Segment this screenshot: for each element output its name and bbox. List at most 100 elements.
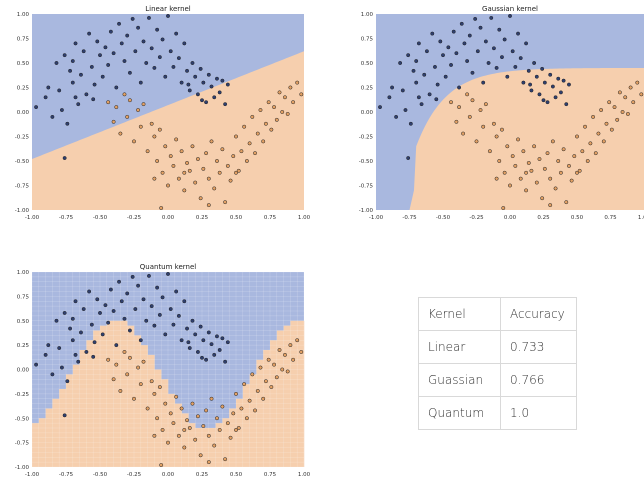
class0-point [58,346,61,349]
class0-point [406,53,409,56]
class0-point [223,360,226,363]
class0-point [101,75,104,78]
y-tick-label: -1.00 [15,208,30,214]
class1-point [204,151,207,154]
class1-point [215,159,218,162]
class0-point [123,317,126,320]
class0-point [60,366,63,369]
class0-point [166,14,169,17]
class0-point [134,307,137,310]
class1-point [524,189,527,192]
class0-point [204,358,207,361]
class1-point [259,366,262,369]
class1-point [153,177,156,180]
class0-point [188,346,191,349]
class1-point [610,128,613,131]
class1-point [146,150,149,153]
class1-point [551,140,554,143]
class0-point [109,30,112,33]
class1-point [519,177,522,180]
class0-point [535,75,538,78]
class0-point [142,40,145,43]
class0-point [444,75,447,78]
class1-point [136,366,139,369]
class1-point [562,148,565,151]
class1-point [636,81,639,84]
class0-point [71,339,74,342]
class1-point [123,93,126,96]
class1-point [146,407,149,410]
y-tick-label: 0.75 [361,37,374,43]
class1-point [164,402,167,405]
class1-point [142,102,145,105]
class1-point [204,409,207,412]
class1-point [632,101,635,104]
class1-point [169,154,172,157]
class1-point [161,171,164,174]
class0-point [465,59,468,62]
class0-point [153,324,156,327]
class1-point [136,108,139,111]
class0-point [226,83,229,86]
plot-title: Gaussian kernel [482,5,538,13]
class0-point [412,69,415,72]
class0-point [131,17,134,20]
class0-point [136,284,139,287]
class0-point [455,52,458,55]
class0-point [565,102,568,105]
class0-point [172,323,175,326]
class0-point [542,99,545,102]
class0-point [93,83,96,86]
class0-point [492,47,495,50]
class1-point [207,203,210,206]
class1-point [160,206,163,209]
class1-point [599,108,602,111]
class1-point [150,122,153,125]
class0-point [415,81,418,84]
x-tick-label: 0.00 [162,215,175,221]
class1-point [549,177,552,180]
class1-point [142,360,145,363]
class1-region-cell [73,365,80,467]
class1-point [583,125,586,128]
class1-point [223,458,226,461]
class1-point [245,417,248,420]
class1-point [602,140,605,143]
class0-point [473,17,476,20]
class1-point [119,132,122,135]
x-tick-label: 0.25 [196,215,209,221]
class1-point [218,171,221,174]
class0-point [498,28,501,31]
x-tick-label: 0.25 [196,472,209,478]
class0-point [123,59,126,62]
class1-point [242,382,245,385]
class0-point [221,79,224,82]
class1-point [543,167,546,170]
class0-point [74,42,77,45]
class1-point [626,112,629,115]
class0-point [128,71,131,74]
class0-point [112,52,115,55]
class0-point [215,77,218,80]
class0-point [44,353,47,356]
y-tick-label: -0.25 [359,135,374,141]
y-tick-label: 0.50 [17,319,30,325]
class1-point [503,171,506,174]
class0-point [406,156,409,159]
class1-point [183,428,186,431]
class1-point [139,125,142,128]
class0-point [194,75,197,78]
class0-point [425,50,428,53]
class1-point [126,115,129,118]
class0-point [47,86,50,89]
class1-point [106,101,109,104]
class1-point [191,145,194,148]
class1-point [516,138,519,141]
class1-point [232,412,235,415]
class1-point [554,187,557,190]
y-tick-label: -0.25 [15,135,30,141]
class0-point [126,34,129,37]
class0-point [177,314,180,317]
class0-point [476,50,479,53]
x-tick-label: 0.50 [571,215,584,221]
